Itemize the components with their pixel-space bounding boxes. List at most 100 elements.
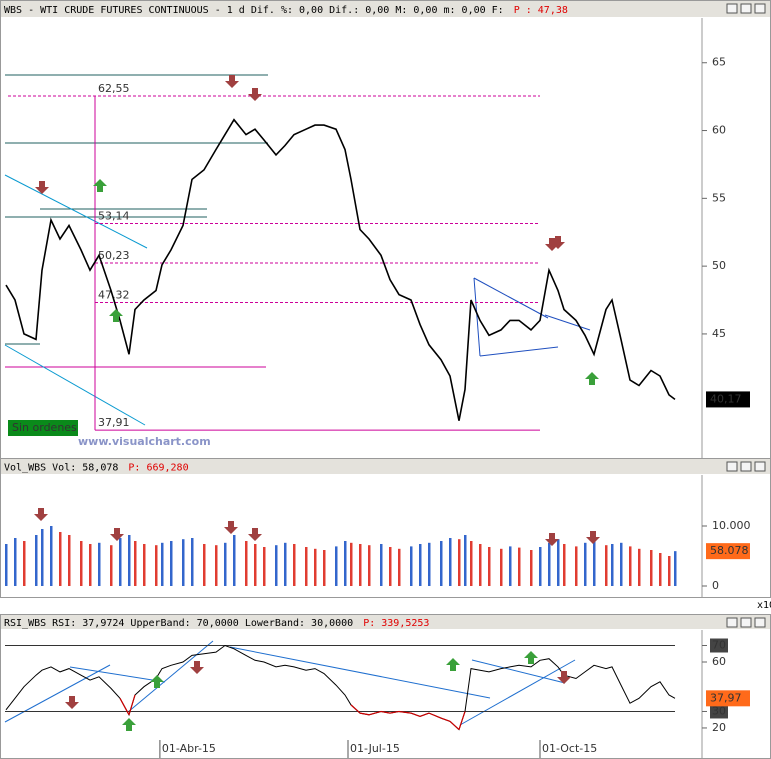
- buy-arrow: [585, 372, 599, 385]
- last-value-label: 58.078: [710, 544, 749, 557]
- panel-title: WBS - WTI CRUDE FUTURES CONTINUOUS - 1 d…: [4, 5, 504, 16]
- x-tick-label: 01-Jul-15: [350, 742, 400, 755]
- volume-bar: [89, 544, 92, 587]
- y-tick-label: 10.000: [712, 519, 751, 532]
- volume-bar: [584, 542, 587, 587]
- volume-bar: [254, 544, 257, 587]
- volume-bar: [305, 547, 308, 587]
- volume-bar: [14, 538, 17, 587]
- volume-bar: [548, 542, 551, 587]
- trend-line: [473, 277, 481, 357]
- last-value-box: [706, 391, 750, 408]
- buy-arrow: [446, 658, 460, 671]
- volume-bar: [182, 539, 185, 587]
- volume-bar: [659, 553, 662, 587]
- trend-line: [471, 659, 566, 684]
- y-tick-label: 55: [712, 191, 726, 204]
- trend-line: [4, 664, 111, 723]
- volume-bar: [449, 538, 452, 587]
- volume-bar: [41, 529, 44, 587]
- panel-title: Vol_WBS Vol: 58,078: [4, 463, 118, 474]
- y-tick-label: 65: [712, 56, 726, 69]
- sell-arrow: [545, 533, 559, 546]
- status-label: Sin ordenes: [12, 421, 77, 434]
- sell-arrow: [224, 521, 238, 534]
- multiplier-label: x10: [757, 600, 771, 611]
- buy-arrow: [109, 309, 123, 322]
- oversold-segment: [389, 710, 400, 714]
- y-tick-label: 70: [712, 639, 726, 652]
- volume-bar: [668, 556, 671, 587]
- volume-bar: [500, 548, 503, 587]
- trend-line: [473, 277, 549, 319]
- volume-bar: [359, 544, 362, 587]
- x-tick-label: 01-Abr-15: [162, 742, 216, 755]
- sell-arrow: [190, 661, 204, 674]
- oversold-segment: [128, 694, 136, 715]
- trend-line: [229, 646, 491, 699]
- oversold-segment: [449, 720, 460, 731]
- window-button[interactable]: [726, 617, 738, 628]
- oversold-segment: [419, 712, 430, 717]
- window-button[interactable]: [740, 461, 752, 472]
- volume-bar: [59, 532, 62, 587]
- volume-bar: [674, 551, 677, 587]
- volume-bar: [191, 538, 194, 587]
- window-button[interactable]: [726, 3, 738, 14]
- sell-arrow: [545, 238, 559, 251]
- oversold-segment: [368, 710, 382, 716]
- trend-line: [459, 659, 576, 726]
- window-button[interactable]: [754, 617, 766, 628]
- buy-arrow: [122, 718, 136, 731]
- volume-bar: [98, 542, 101, 587]
- volume-bar: [245, 541, 248, 587]
- y-tick-label: 30: [712, 704, 726, 717]
- volume-bar: [344, 541, 347, 587]
- volume-bar: [134, 541, 137, 587]
- y-tick-label: 60: [712, 124, 726, 137]
- volume-bar: [293, 544, 296, 587]
- trend-line: [127, 640, 214, 713]
- window-button[interactable]: [726, 461, 738, 472]
- sell-arrow: [225, 75, 239, 88]
- volume-bar: [593, 541, 596, 587]
- last-value-label: 37,97: [710, 691, 742, 704]
- level-label: 37,91: [98, 416, 130, 429]
- volume-bar: [263, 547, 266, 587]
- oversold-segment: [119, 697, 130, 716]
- sell-arrow: [248, 88, 262, 101]
- volume-bar: [539, 547, 542, 587]
- volume-bar: [410, 546, 413, 587]
- watermark: www.visualchart.com: [78, 435, 211, 448]
- oversold-segment: [350, 704, 361, 714]
- y-tick-label: 60: [712, 655, 726, 668]
- volume-bar: [233, 535, 236, 587]
- window-button[interactable]: [740, 617, 752, 628]
- volume-bar: [620, 542, 623, 587]
- volume-bar: [224, 542, 227, 587]
- window-button[interactable]: [740, 3, 752, 14]
- window-button[interactable]: [754, 3, 766, 14]
- panel-header: [1, 459, 770, 474]
- sell-arrow: [248, 528, 262, 541]
- volume-bar: [557, 539, 560, 587]
- volume-bar: [23, 541, 26, 587]
- volume-bar: [638, 548, 641, 587]
- y-tick-label: 20: [712, 721, 726, 734]
- volume-bar: [611, 544, 614, 587]
- volume-bar: [629, 546, 632, 587]
- trend-line: [4, 344, 146, 426]
- panel-header: [1, 615, 770, 629]
- volume-bar: [5, 544, 8, 587]
- volume-bar: [170, 541, 173, 587]
- last-value-box: [706, 690, 750, 707]
- oversold-segment: [458, 711, 466, 730]
- volume-bar: [470, 541, 473, 587]
- window-button[interactable]: [754, 461, 766, 472]
- volume-bar: [335, 546, 338, 587]
- volume-bar: [161, 542, 164, 587]
- volume-bar: [605, 545, 608, 587]
- volume-bar: [50, 526, 53, 587]
- oversold-segment: [428, 712, 442, 719]
